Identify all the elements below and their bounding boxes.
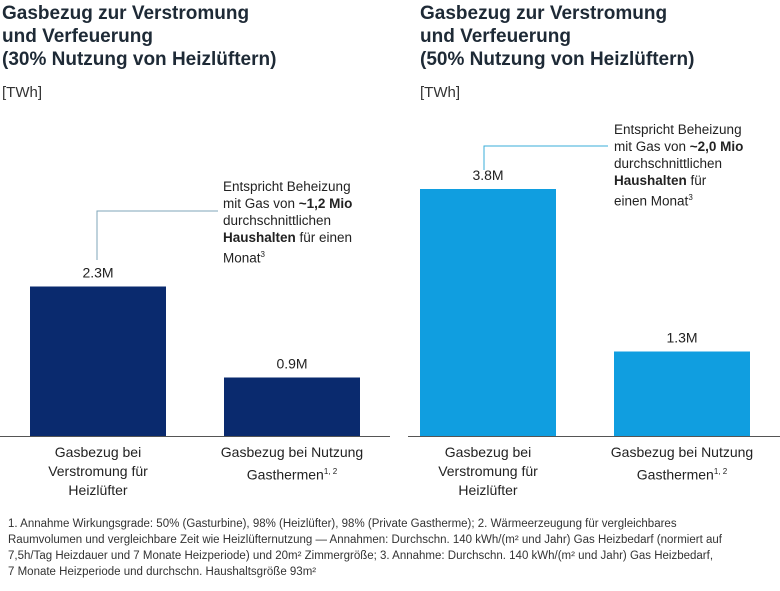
category-label-line: Verstromung für: [48, 463, 148, 479]
bar: [420, 189, 556, 436]
category-label-line: Gasbezug bei Nutzung: [610, 444, 754, 460]
bar: [224, 377, 360, 436]
category-label: Gasbezug bei Verstromung für Heizlüfter: [18, 443, 178, 500]
annotation-segment: Entspricht Beheizung: [614, 122, 742, 137]
category-label-line: Heizlüfter: [458, 482, 518, 498]
footnote-line: Raumvolumen und vergleichbare Zeit wie H…: [8, 534, 722, 546]
annotation-line: mit Gas von ~1,2 Mio: [223, 195, 352, 212]
data-label: 2.3M: [82, 265, 113, 281]
unit-label: [TWh]: [420, 84, 460, 101]
annotation-line: Haushalten für einen: [223, 229, 352, 246]
annotation-segment: für einen: [295, 230, 353, 245]
category-label-line: Gasthermen1, 2: [636, 466, 728, 483]
footnote-ref: 3: [260, 250, 265, 259]
footnote-line: 7 Monate Heizperiode und durchschn. Haus…: [8, 566, 317, 578]
category-label-line: Gasthermen1, 2: [246, 466, 338, 483]
footnote: 1. Annahme Wirkungsgrade: 50% (Gasturbin…: [8, 516, 772, 580]
annotation-segment: ~1,2 Mio: [298, 196, 353, 211]
bar: [30, 286, 166, 436]
chart-title-line: (50% Nutzung von Heizlüftern): [420, 49, 695, 70]
annotation-segment: einen Monat: [614, 193, 689, 209]
bar: [614, 351, 750, 436]
annotation-segment: Haushalten: [614, 173, 687, 188]
footnote-ref: 1, 2: [323, 467, 338, 476]
annotation-segment: durchschnittlichen: [223, 213, 332, 228]
footnote-line: 1. Annahme Wirkungsgrade: 50% (Gasturbin…: [8, 518, 677, 530]
annotation-text: Entspricht Beheizung mit Gas von ~1,2 Mio…: [223, 178, 352, 267]
unit-label: [TWh]: [2, 84, 42, 101]
category-label: Gasbezug bei Verstromung für Heizlüfter: [408, 443, 568, 500]
annotation-line: Haushalten für: [614, 172, 743, 189]
annotation-line: mit Gas von ~2,0 Mio: [614, 138, 743, 155]
chart-title-line: und Verfeuerung: [2, 26, 153, 47]
annotation-segment: Monat: [223, 250, 261, 266]
annotation-segment: für: [686, 173, 707, 188]
annotation-segment: ~2,0 Mio: [689, 139, 744, 154]
category-label-line: Gasbezug bei Nutzung: [220, 444, 364, 460]
chart-title-line: Gasbezug zur Verstromung: [2, 3, 250, 24]
annotation-leader-line: [96, 210, 218, 260]
annotation-line: durchschnittlichen: [223, 212, 352, 229]
category-label-line: Gasbezug bei: [54, 444, 142, 460]
category-label: Gasbezug bei Nutzung Gasthermen1, 2: [602, 443, 762, 485]
footnote-ref: 3: [688, 193, 693, 202]
annotation-segment: Haushalten: [223, 230, 296, 245]
data-label: 1.3M: [666, 330, 697, 346]
annotation-line: einen Monat3: [614, 189, 743, 210]
annotation-segment: Entspricht Beheizung: [223, 179, 351, 194]
category-label: Gasbezug bei Nutzung Gasthermen1, 2: [212, 443, 372, 485]
data-label: 0.9M: [276, 356, 307, 372]
chart-title-line: und Verfeuerung: [420, 26, 571, 47]
annotation-segment: mit Gas von: [614, 139, 690, 154]
annotation-leader-line: [483, 145, 608, 170]
footnote-line: 7,5h/Tag Heizdauer und 7 Monate Heizperi…: [8, 550, 714, 562]
chart-title: Gasbezug zur Verstromung und Verfeuerung…: [420, 2, 694, 71]
footnote-ref: 1, 2: [713, 467, 728, 476]
chart-title-line: (30% Nutzung von Heizlüftern): [2, 49, 277, 70]
category-label-line: Gasbezug bei: [444, 444, 532, 460]
category-label-line: Heizlüfter: [68, 482, 128, 498]
annotation-line: Entspricht Beheizung: [223, 178, 352, 195]
chart-title-line: Gasbezug zur Verstromung: [420, 3, 668, 24]
annotation-line: durchschnittlichen: [614, 155, 743, 172]
category-label-line: Verstromung für: [438, 463, 538, 479]
annotation-segment: durchschnittlichen: [614, 156, 723, 171]
annotation-line: Monat3: [223, 246, 352, 267]
annotation-segment: mit Gas von: [223, 196, 299, 211]
annotation-text: Entspricht Beheizung mit Gas von ~2,0 Mio…: [614, 121, 743, 210]
data-label: 3.8M: [472, 167, 503, 183]
annotation-line: Entspricht Beheizung: [614, 121, 743, 138]
chart-title: Gasbezug zur Verstromung und Verfeuerung…: [2, 2, 276, 71]
